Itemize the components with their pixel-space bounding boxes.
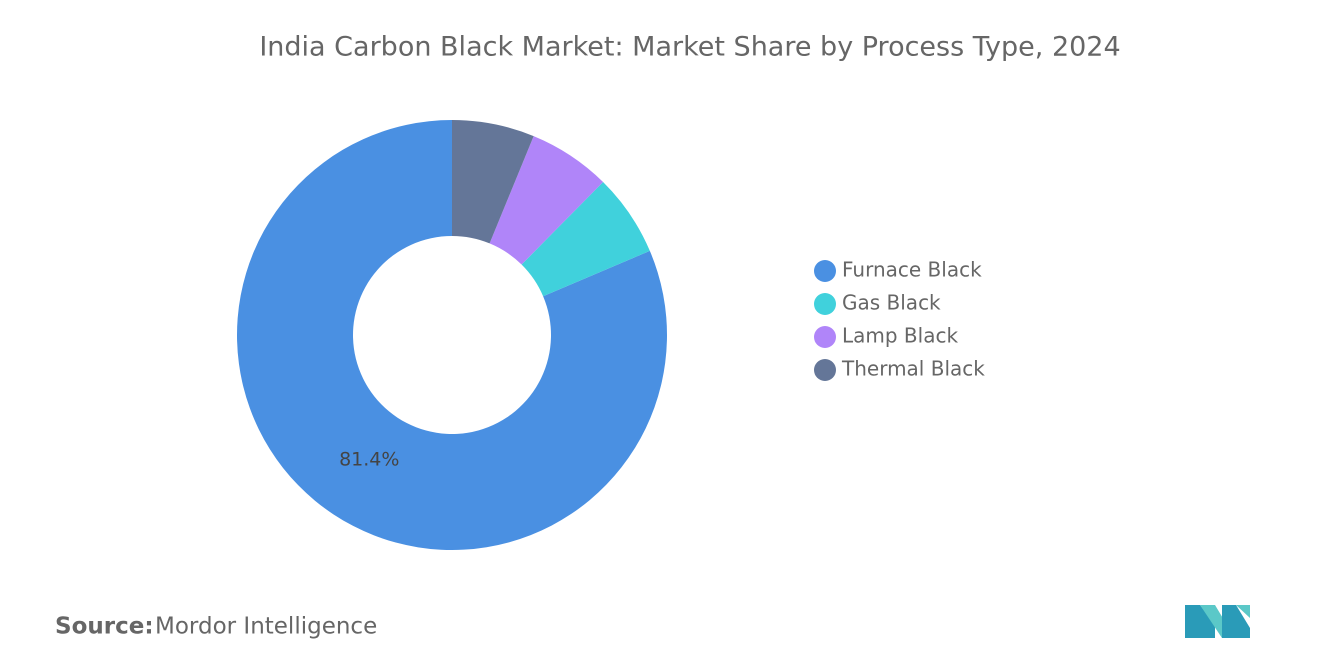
legend-swatch xyxy=(814,326,836,348)
slice xyxy=(489,136,604,265)
legend-label: Thermal Black xyxy=(841,357,985,381)
legend-swatch xyxy=(814,293,836,315)
logo xyxy=(1185,605,1250,638)
legend-label: Furnace Black xyxy=(842,258,982,282)
source-label: Source: xyxy=(55,614,154,640)
value-label: 81.4% xyxy=(339,449,399,471)
chart-title: India Carbon Black Market: Market Share … xyxy=(259,32,1120,63)
source: Mordor Intelligence xyxy=(155,614,377,640)
legend-swatch xyxy=(814,260,836,282)
legend-label: Gas Black xyxy=(842,291,941,315)
legend-label: Lamp Black xyxy=(842,324,958,348)
legend-swatch xyxy=(814,359,836,381)
slice xyxy=(521,182,650,297)
slice xyxy=(452,120,534,244)
slice xyxy=(236,120,667,550)
